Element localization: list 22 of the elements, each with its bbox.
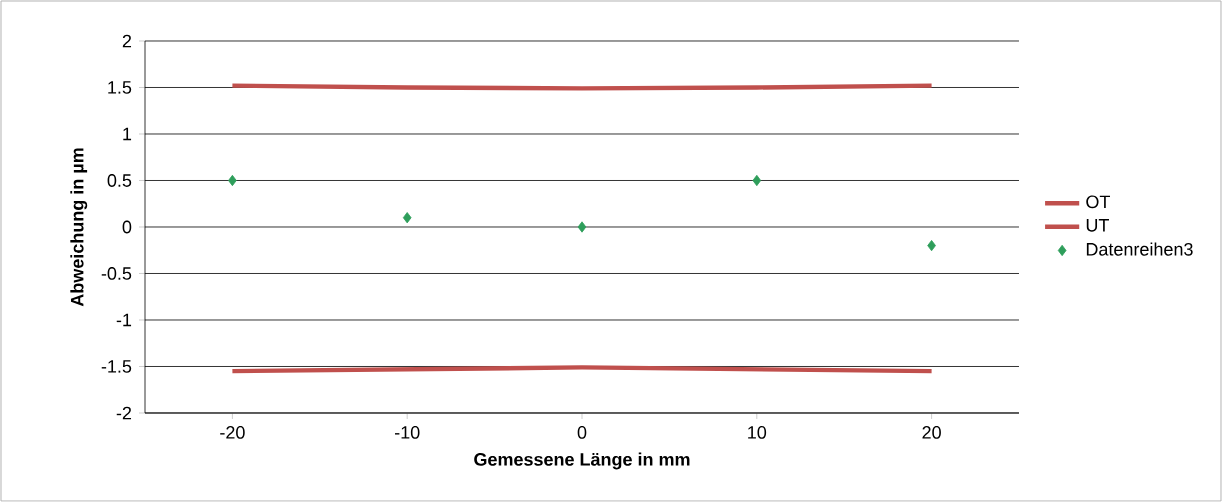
y-tick-label: 0	[122, 220, 132, 234]
y-tick-label: -1	[116, 313, 132, 327]
legend-label: Datenreihen3	[1086, 242, 1193, 256]
x-tick-label: -20	[220, 426, 245, 439]
y-tick-label: -2	[116, 406, 132, 420]
legend-label: OT	[1086, 195, 1110, 209]
y-tick-label: 2	[122, 34, 132, 48]
point	[577, 221, 587, 233]
y-tick-label: 1.5	[108, 81, 132, 94]
y-tick-label: 1	[123, 127, 132, 141]
x-tick-label: 0	[577, 426, 587, 439]
point	[402, 212, 412, 224]
y-tick-label: 0.5	[107, 174, 132, 187]
y-tick-label: -0.5	[101, 267, 132, 280]
x-tick-label: 20	[922, 426, 941, 439]
x-axis-title: Gemessene Länge in mm	[474, 452, 690, 470]
legend-label: UT	[1086, 219, 1109, 232]
x-tick-label: 10	[748, 426, 767, 439]
y-tick-label: -1.5	[101, 360, 132, 373]
point	[752, 174, 762, 187]
y-axis-title: Abweichung in µm	[70, 148, 88, 307]
x-tick-label: -10	[395, 426, 420, 439]
